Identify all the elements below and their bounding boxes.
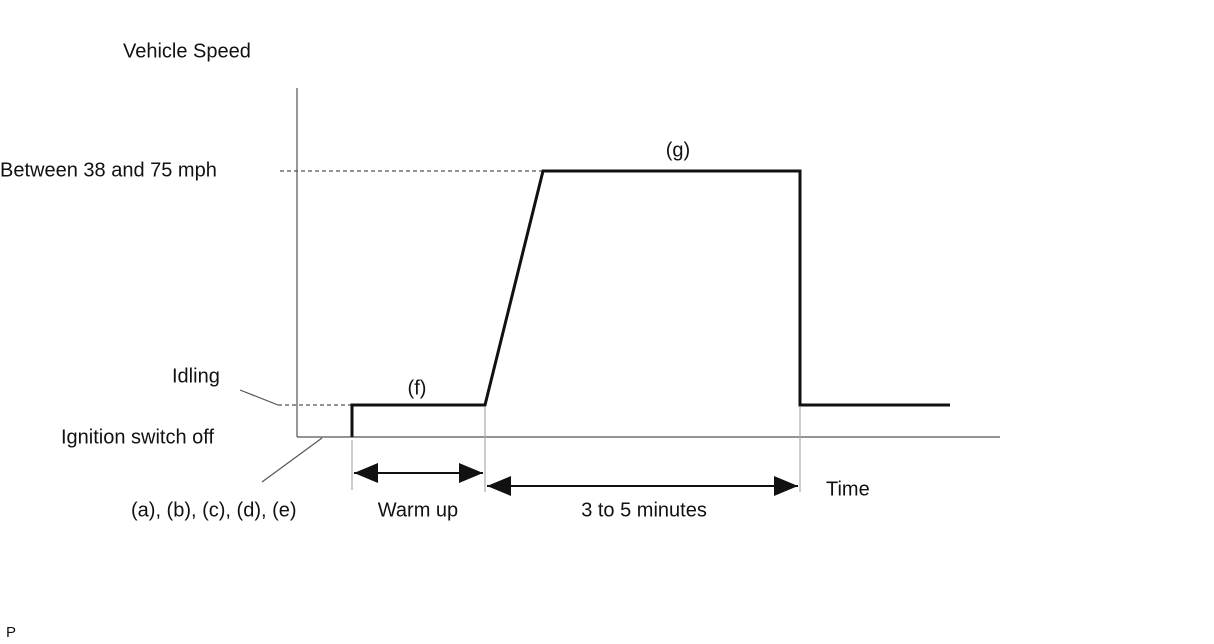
interval-label: 3 to 5 minutes	[581, 499, 707, 521]
steps-label: (a), (b), (c), (d), (e)	[131, 499, 297, 521]
y-axis-label: Vehicle Speed	[123, 40, 251, 62]
x-axis-label: Time	[826, 478, 870, 500]
leader-line	[261, 437, 323, 483]
footer-label: P	[6, 624, 16, 641]
idling-label: Idling	[172, 365, 220, 387]
step-label: (g)	[666, 139, 690, 161]
leader-line	[239, 389, 279, 406]
interval-label: Warm up	[378, 499, 458, 521]
speed-profile	[350, 169, 950, 437]
step-label: (f)	[408, 377, 427, 399]
ignition-label: Ignition switch off	[61, 426, 214, 448]
speed-label: Between 38 and 75 mph	[0, 159, 217, 181]
